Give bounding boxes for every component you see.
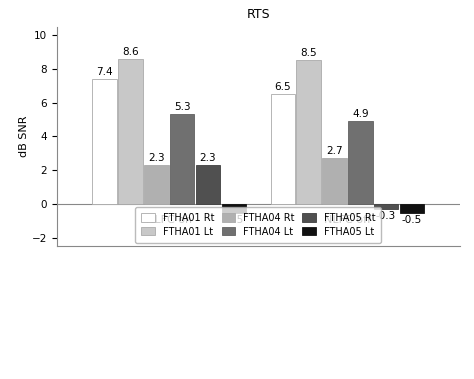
Bar [322, 158, 346, 204]
Bar [222, 204, 246, 213]
Text: 2.3: 2.3 [200, 153, 216, 163]
Bar [400, 204, 424, 213]
Bar [92, 79, 117, 204]
Text: NLFC on: NLFC on [146, 215, 192, 225]
Bar [170, 114, 194, 204]
Bar [271, 94, 295, 204]
Text: 7.4: 7.4 [96, 67, 113, 77]
Title: RTS: RTS [246, 8, 270, 21]
Legend: FTHA01 Rt, FTHA01 Lt, FTHA04 Rt, FTHA04 Lt, FTHA05 Rt, FTHA05 Lt: FTHA01 Rt, FTHA01 Lt, FTHA04 Rt, FTHA04 … [135, 207, 382, 243]
Text: -0.5: -0.5 [224, 215, 244, 225]
Bar [296, 60, 321, 204]
Text: 6.5: 6.5 [274, 82, 291, 92]
Bar [118, 59, 143, 204]
Bar [144, 165, 169, 204]
Text: 5.3: 5.3 [174, 102, 191, 113]
Text: 2.3: 2.3 [148, 153, 164, 163]
Text: NLFC off: NLFC off [324, 215, 371, 225]
Text: 8.6: 8.6 [122, 47, 139, 56]
Y-axis label: dB SNR: dB SNR [19, 116, 29, 157]
Bar [374, 204, 398, 209]
Bar [196, 165, 220, 204]
Text: -0.3: -0.3 [376, 211, 396, 221]
Text: 8.5: 8.5 [301, 48, 317, 58]
Text: 2.7: 2.7 [326, 146, 343, 157]
Text: -0.5: -0.5 [402, 215, 422, 225]
Bar [348, 121, 373, 204]
Text: 4.9: 4.9 [352, 109, 369, 119]
